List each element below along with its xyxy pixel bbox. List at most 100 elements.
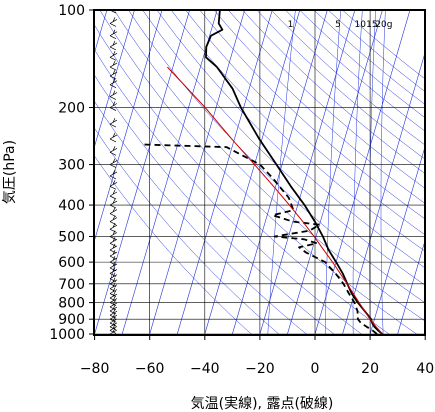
- wind-barb: [109, 51, 118, 61]
- dry-adiabat-line: [94, 48, 364, 335]
- wind-barb: [109, 17, 118, 27]
- x-tick-label: 20: [361, 361, 379, 377]
- isotherm-line: [149, 10, 245, 335]
- isotherm-line: [121, 10, 218, 335]
- wind-barb: [109, 207, 118, 217]
- isotherm-line: [424, 333, 425, 334]
- dry-adiabat-line: [213, 10, 425, 204]
- y-tick-label: 200: [58, 101, 85, 117]
- dry-adiabat-line: [156, 10, 425, 269]
- wind-barb-stroke: [109, 29, 118, 40]
- wind-barb: [109, 291, 118, 302]
- wind-barb-stroke: [109, 51, 118, 61]
- wind-barb: [109, 117, 118, 128]
- dry-adiabat-line: [199, 10, 425, 220]
- dry-adiabat-line: [99, 10, 419, 335]
- x-tick-label: −40: [190, 361, 220, 377]
- wind-barb: [109, 29, 118, 40]
- isotherm-line: [314, 10, 411, 335]
- wind-barb-stroke: [109, 10, 117, 14]
- dry-adiabat-line: [313, 10, 425, 105]
- x-tick-label: −60: [135, 361, 165, 377]
- wind-barb-stroke: [109, 117, 118, 128]
- wind-barb: [109, 146, 118, 156]
- wind-barb: [109, 169, 118, 180]
- dry-adiabat-line: [94, 23, 391, 335]
- wind-barb-stroke: [109, 40, 118, 51]
- wind-barb-stroke: [109, 101, 118, 111]
- y-axis-title: 気圧(hPa): [2, 140, 18, 204]
- dry-adiabat-line: [142, 10, 425, 286]
- wind-barb-stroke: [109, 158, 118, 168]
- wind-barb-stroke: [109, 198, 118, 209]
- chart-series: [141, 10, 384, 335]
- y-tick-label: 100: [58, 3, 85, 19]
- isotherm-line: [94, 10, 135, 150]
- wind-barb: [109, 180, 118, 190]
- wind-barb: [109, 287, 118, 297]
- wind-barb-stroke: [109, 90, 118, 100]
- isotherm-line: [94, 10, 163, 244]
- wind-barb: [109, 261, 118, 272]
- wind-barb-stroke: [109, 17, 118, 27]
- isotherm-line: [204, 10, 301, 335]
- y-tick-label: 900: [58, 312, 85, 328]
- wind-barb: [109, 277, 118, 288]
- dry-adiabat-line: [270, 10, 425, 146]
- x-axis-title: 気温(実線), 露点(破線): [191, 396, 334, 412]
- isotherm-line: [259, 10, 356, 335]
- dewpoint-line: [141, 143, 378, 335]
- wind-barb-stroke: [109, 261, 118, 272]
- wind-barb-stroke: [109, 146, 118, 156]
- wind-barb: [109, 158, 118, 168]
- dry-adiabat-line: [170, 10, 425, 252]
- wind-barb-stroke: [109, 169, 118, 180]
- wind-barb-stroke: [109, 215, 118, 225]
- wind-barb-stroke: [109, 291, 118, 302]
- wind-barb-stroke: [109, 60, 118, 71]
- mixing-ratio-label: 5: [335, 20, 341, 30]
- dry-adiabat-line: [185, 10, 425, 236]
- wind-barb: [109, 69, 118, 80]
- isotherm-line: [287, 10, 383, 335]
- mixing-ratio-label: 1: [288, 20, 294, 30]
- wind-barb-stroke: [109, 78, 118, 89]
- wind-barb: [109, 40, 118, 51]
- wind-barb-stroke: [109, 272, 118, 283]
- wind-barb: [109, 10, 117, 14]
- dry-adiabat-line: [242, 10, 425, 174]
- dry-adiabat-line: [94, 154, 253, 335]
- y-tick-label: 800: [58, 296, 85, 312]
- wind-barb: [109, 60, 118, 71]
- wind-barb: [109, 132, 118, 143]
- wind-barb-stroke: [109, 132, 118, 143]
- x-tick-label: −20: [245, 361, 275, 377]
- wind-barb: [109, 272, 118, 283]
- dry-adiabat-line: [94, 100, 308, 335]
- mixing-ratio-label: 15: [366, 20, 377, 30]
- mixing-ratio-line: [352, 10, 363, 335]
- dry-adiabat-line: [128, 10, 425, 304]
- y-tick-label: 300: [58, 158, 85, 174]
- mixing-ratio-line: [380, 10, 386, 335]
- y-tick-label: 1000: [49, 327, 85, 343]
- wind-barb-stroke: [109, 180, 118, 190]
- wind-barb-stroke: [109, 69, 118, 80]
- mixing-ratio-label: 10: [354, 20, 366, 30]
- x-tick-label: 0: [311, 361, 320, 377]
- wind-barb: [109, 78, 118, 89]
- x-tick-label: 40: [416, 361, 434, 377]
- temperature-line: [205, 10, 384, 335]
- isotherm-line: [342, 51, 425, 335]
- dry-adiabat-line: [113, 10, 425, 322]
- wind-barb: [109, 198, 118, 209]
- wind-barb: [109, 282, 118, 293]
- dry-adiabat-line: [94, 73, 336, 335]
- y-tick-label: 600: [58, 255, 85, 271]
- x-axis-ticks: −80 −60 −40 −20 0 20 40: [80, 335, 434, 377]
- wind-barb: [109, 90, 118, 100]
- parcel-path-line: [167, 66, 383, 335]
- wind-barb-stroke: [109, 287, 118, 297]
